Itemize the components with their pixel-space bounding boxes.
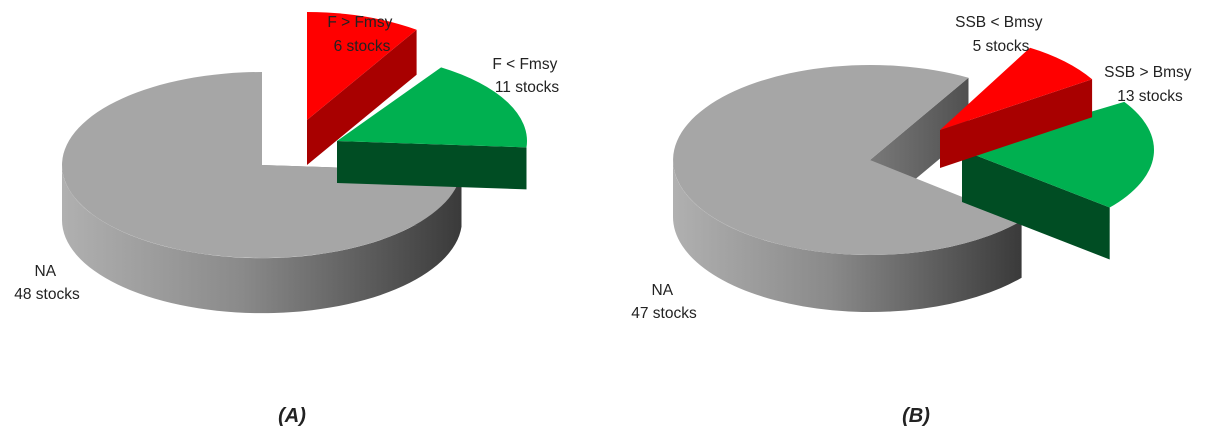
slice-ssb-above-bmsy bbox=[962, 101, 1155, 260]
slice-f-above-fmsy-top bbox=[307, 12, 417, 120]
label-f-below-fmsy: F < Fmsy 11 stocks bbox=[492, 56, 561, 96]
label-f-below-fmsy-name: F < Fmsy bbox=[492, 56, 557, 73]
label-ssb-above-bmsy: SSB > Bmsy 13 stocks bbox=[1104, 64, 1196, 105]
label-ssb-above-bmsy-name: SSB > Bmsy bbox=[1104, 64, 1192, 81]
pie-chart-a: F > Fmsy 6 stocks F < Fmsy 11 stocks NA … bbox=[14, 12, 561, 427]
label-f-above-fmsy-count: 6 stocks bbox=[334, 38, 391, 55]
label-na-a-name: NA bbox=[35, 263, 57, 280]
slice-ssb-below-bmsy bbox=[940, 47, 1093, 168]
label-ssb-below-bmsy-name: SSB < Bmsy bbox=[955, 14, 1043, 31]
slice-ssb-above-bmsy-top bbox=[962, 101, 1155, 208]
slice-f-above-fmsy-side bbox=[307, 29, 417, 166]
label-na-b-name: NA bbox=[652, 282, 674, 299]
label-na-b: NA 47 stocks bbox=[631, 282, 697, 322]
slice-ssb-below-bmsy-side bbox=[940, 79, 1093, 168]
label-ssb-below-bmsy: SSB < Bmsy 5 stocks bbox=[955, 14, 1047, 55]
label-f-above-fmsy: F > Fmsy 6 stocks bbox=[327, 14, 396, 55]
slice-na-b-side bbox=[672, 77, 1022, 313]
slice-f-below-fmsy bbox=[337, 67, 528, 190]
label-f-below-fmsy-count: 11 stocks bbox=[495, 79, 560, 96]
label-ssb-above-bmsy-count: 13 stocks bbox=[1117, 88, 1183, 105]
slice-na-a-top bbox=[62, 72, 462, 258]
label-na-a: NA 48 stocks bbox=[14, 263, 80, 303]
panel-caption-a: (A) bbox=[278, 405, 306, 427]
label-f-above-fmsy-name: F > Fmsy bbox=[327, 14, 392, 31]
pie-chart-b: SSB < Bmsy 5 stocks SSB > Bmsy 13 stocks… bbox=[631, 14, 1196, 427]
slice-na-b-top bbox=[673, 64, 1022, 255]
label-na-a-count: 48 stocks bbox=[14, 286, 80, 303]
slice-f-above-fmsy bbox=[307, 12, 417, 166]
label-ssb-below-bmsy-count: 5 stocks bbox=[973, 38, 1030, 55]
panel-caption-b: (B) bbox=[902, 405, 930, 427]
slice-na-a bbox=[61, 72, 462, 314]
slice-ssb-below-bmsy-top bbox=[940, 47, 1093, 131]
slice-f-below-fmsy-top bbox=[337, 67, 528, 148]
slice-ssb-above-bmsy-side bbox=[962, 150, 1110, 260]
slice-na-b bbox=[672, 64, 1022, 313]
label-na-b-count: 47 stocks bbox=[631, 305, 697, 322]
slice-f-below-fmsy-side bbox=[337, 141, 527, 190]
